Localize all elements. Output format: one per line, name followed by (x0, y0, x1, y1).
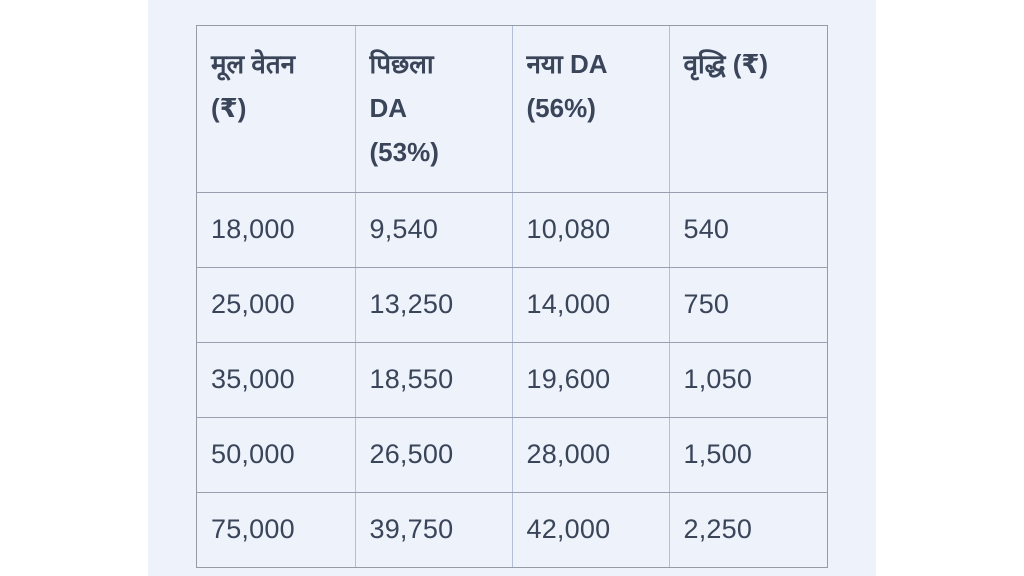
column-header-increase: वृद्धि (₹) (668, 26, 827, 193)
da-table: मूल वेतन (₹) पिछला DA (53%) नया DA (56%)… (197, 26, 827, 567)
column-header-new-da: नया DA (56%) (511, 26, 670, 193)
column-header-basic-pay: मूल वेतन (₹) (197, 26, 356, 193)
table-cell: 28,000 (511, 416, 670, 493)
table-cell: 18,000 (197, 191, 356, 268)
table-cell: 42,000 (511, 491, 670, 567)
header-row: मूल वेतन (₹) पिछला DA (53%) नया DA (56%)… (197, 26, 827, 193)
table-cell: 35,000 (197, 341, 356, 418)
table-cell: 75,000 (197, 491, 356, 567)
table-cell: 750 (668, 266, 827, 343)
da-table-wrapper: मूल वेतन (₹) पिछला DA (53%) नया DA (56%)… (196, 25, 828, 568)
table-cell: 2,250 (668, 491, 827, 567)
table-cell: 13,250 (354, 266, 513, 343)
table-cell: 18,550 (354, 341, 513, 418)
table-row: 75,000 39,750 42,000 2,250 (197, 491, 827, 567)
table-cell: 14,000 (511, 266, 670, 343)
table-cell: 1,500 (668, 416, 827, 493)
table-cell: 26,500 (354, 416, 513, 493)
table-row: 35,000 18,550 19,600 1,050 (197, 341, 827, 418)
table-row: 18,000 9,540 10,080 540 (197, 191, 827, 268)
table-cell: 10,080 (511, 191, 670, 268)
table-cell: 25,000 (197, 266, 356, 343)
table-cell: 39,750 (354, 491, 513, 567)
table-cell: 19,600 (511, 341, 670, 418)
content-panel: मूल वेतन (₹) पिछला DA (53%) नया DA (56%)… (148, 0, 876, 576)
column-header-previous-da: पिछला DA (53%) (354, 26, 513, 193)
table-cell: 50,000 (197, 416, 356, 493)
table-row: 25,000 13,250 14,000 750 (197, 266, 827, 343)
table-row: 50,000 26,500 28,000 1,500 (197, 416, 827, 493)
table-cell: 1,050 (668, 341, 827, 418)
table-cell: 9,540 (354, 191, 513, 268)
table-cell: 540 (668, 191, 827, 268)
